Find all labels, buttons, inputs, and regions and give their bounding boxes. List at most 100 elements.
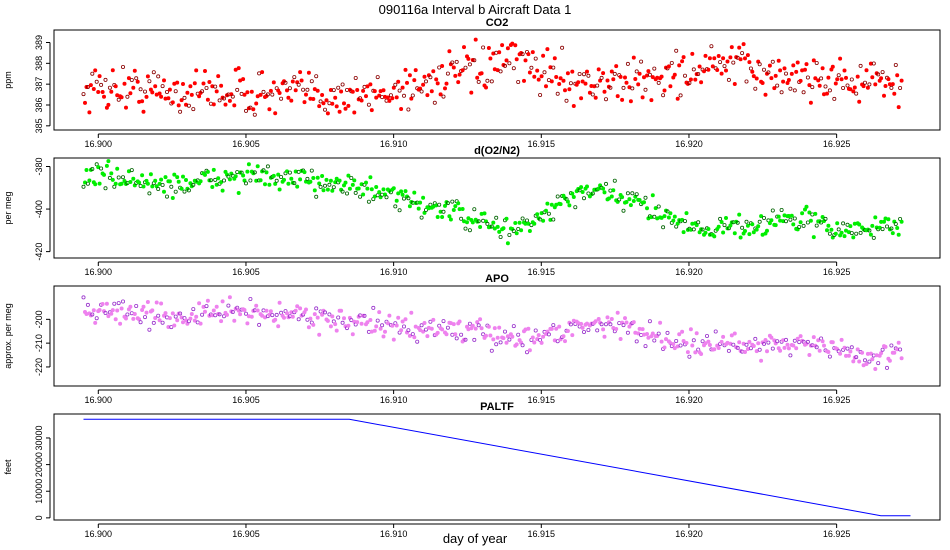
data-point bbox=[350, 182, 355, 187]
data-point bbox=[109, 171, 114, 176]
data-point bbox=[687, 81, 692, 86]
data-point bbox=[551, 217, 556, 222]
data-point bbox=[646, 69, 651, 74]
data-point bbox=[668, 84, 673, 89]
data-point bbox=[554, 326, 559, 331]
data-point bbox=[568, 322, 573, 327]
data-point bbox=[334, 328, 339, 333]
data-point bbox=[868, 351, 873, 356]
data-point bbox=[217, 98, 222, 103]
data-point bbox=[595, 328, 600, 333]
data-point bbox=[810, 85, 815, 90]
data-point bbox=[647, 319, 652, 324]
data-point bbox=[327, 182, 332, 187]
x-tick-label: 16.920 bbox=[675, 529, 703, 539]
data-point bbox=[659, 215, 664, 220]
data-point bbox=[807, 83, 812, 88]
data-point bbox=[382, 329, 387, 334]
data-point bbox=[656, 80, 661, 85]
data-point bbox=[527, 228, 532, 233]
data-point bbox=[320, 173, 325, 178]
data-point bbox=[614, 326, 619, 331]
data-point bbox=[621, 323, 626, 328]
data-point bbox=[94, 79, 99, 84]
data-point bbox=[539, 74, 544, 79]
data-point bbox=[627, 197, 632, 202]
data-point bbox=[795, 336, 800, 341]
data-point bbox=[890, 231, 895, 236]
data-point bbox=[406, 107, 411, 112]
data-point bbox=[273, 181, 278, 186]
data-point bbox=[530, 50, 535, 55]
data-point bbox=[440, 64, 445, 69]
data-point bbox=[805, 339, 810, 344]
data-point bbox=[116, 175, 121, 180]
data-point bbox=[609, 316, 614, 321]
data-point bbox=[747, 60, 752, 65]
data-point bbox=[178, 109, 183, 114]
data-point bbox=[816, 78, 821, 83]
data-point bbox=[131, 316, 136, 321]
data-point bbox=[798, 78, 803, 83]
data-point bbox=[290, 79, 295, 84]
data-point bbox=[549, 79, 554, 84]
data-point bbox=[451, 65, 456, 70]
data-point bbox=[317, 332, 322, 337]
panel-3: PALTF feet 16.900 16.905 16.910 16.915 16.920 1… bbox=[3, 401, 941, 539]
data-point bbox=[128, 179, 133, 184]
data-point bbox=[527, 70, 532, 75]
data-point bbox=[873, 82, 878, 87]
x-tick-label: 16.915 bbox=[528, 529, 556, 539]
data-point bbox=[359, 321, 364, 326]
data-point bbox=[890, 82, 895, 87]
data-point bbox=[341, 316, 346, 321]
data-point bbox=[110, 68, 115, 73]
data-point bbox=[775, 83, 780, 88]
data-point bbox=[896, 105, 901, 110]
data-point bbox=[246, 162, 251, 167]
data-point bbox=[289, 98, 294, 103]
data-point bbox=[170, 311, 175, 316]
data-point bbox=[688, 327, 693, 332]
data-point bbox=[889, 226, 894, 231]
data-point bbox=[227, 98, 232, 103]
data-point bbox=[546, 332, 551, 337]
figure-title: 090116a Interval b Aircraft Data 1 bbox=[379, 2, 572, 17]
data-point bbox=[623, 316, 628, 321]
y-tick-label: 385 bbox=[34, 118, 44, 133]
data-point bbox=[312, 87, 317, 92]
data-point bbox=[251, 107, 256, 112]
data-point bbox=[848, 349, 853, 354]
data-point bbox=[366, 102, 371, 107]
data-point bbox=[497, 325, 502, 330]
data-point bbox=[502, 329, 507, 334]
data-point bbox=[113, 84, 118, 89]
data-point bbox=[826, 223, 831, 228]
data-point bbox=[103, 310, 108, 315]
data-point bbox=[202, 309, 207, 314]
data-point bbox=[599, 75, 604, 80]
data-point bbox=[249, 89, 254, 94]
data-point bbox=[491, 337, 496, 342]
data-point bbox=[448, 217, 453, 222]
data-point bbox=[585, 69, 590, 74]
data-point bbox=[457, 319, 462, 324]
data-point bbox=[585, 184, 590, 189]
data-point bbox=[489, 224, 494, 229]
data-point bbox=[769, 218, 774, 223]
data-point bbox=[245, 169, 250, 174]
x-tick-label: 16.905 bbox=[232, 529, 260, 539]
data-point bbox=[472, 207, 477, 212]
data-point bbox=[630, 191, 635, 196]
data-point bbox=[303, 92, 308, 97]
data-point bbox=[750, 222, 755, 227]
data-point bbox=[262, 182, 267, 187]
data-point bbox=[429, 89, 434, 94]
data-point bbox=[640, 327, 645, 332]
data-point bbox=[164, 194, 169, 199]
data-point bbox=[542, 70, 547, 75]
data-point bbox=[406, 328, 411, 333]
data-point bbox=[216, 176, 221, 181]
data-point bbox=[271, 80, 276, 85]
data-point bbox=[233, 67, 238, 72]
